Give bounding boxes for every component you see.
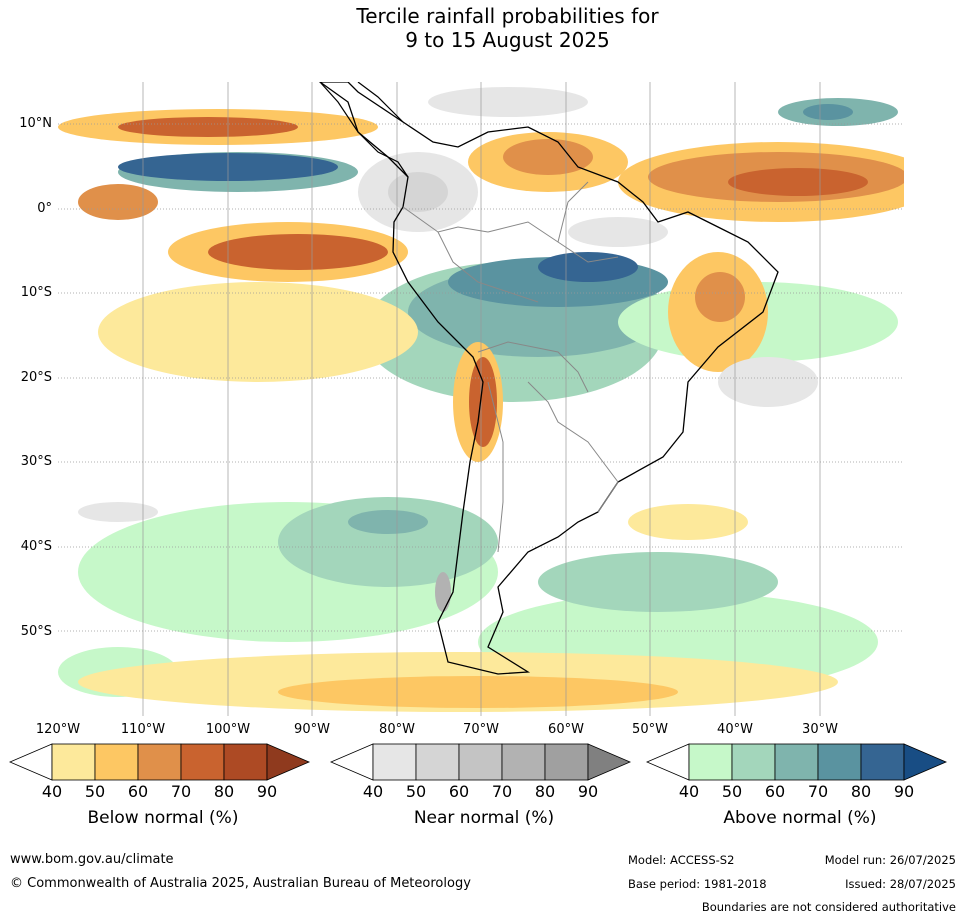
footer-copyright: © Commonwealth of Australia 2025, Austra…	[10, 876, 471, 891]
legend-below-swatch-5	[223, 743, 268, 781]
legend-below-tick: 60	[127, 782, 149, 801]
legend-below-tick: 50	[84, 782, 106, 801]
lat-label-10s: 10°S	[20, 285, 52, 300]
legend-near-tick: 80	[534, 782, 556, 801]
legend-near-swatch-1	[372, 743, 417, 781]
legend-near-swatch-4	[501, 743, 546, 781]
legend-near-arrow-left	[329, 743, 374, 781]
legend-above-swatch-5	[860, 743, 905, 781]
footer-model-run: Model run: 26/07/2025	[824, 853, 956, 867]
legend-above-tick: 60	[764, 782, 786, 801]
legend-below-swatch-3	[137, 743, 182, 781]
footer-base-period: Base period: 1981-2018	[628, 877, 767, 891]
legend-above-arrow-right	[903, 743, 948, 781]
legend-below-tick: 90	[256, 782, 278, 801]
south-america-coastline	[318, 82, 779, 675]
near-normal-areas	[78, 87, 818, 612]
lat-label-20s: 20°S	[20, 370, 52, 385]
legend-above-swatch-4	[817, 743, 862, 781]
legend-below-swatch-2	[94, 743, 139, 781]
legend-below-normal: 40 50 60 70 80 90 Below normal (%)	[8, 742, 318, 842]
legend-near-tick: 40	[362, 782, 384, 801]
legend-near-swatch-2	[415, 743, 460, 781]
legend-near-normal: 40 50 60 70 80 90 Near normal (%)	[329, 742, 639, 842]
legend-below-arrow-right	[266, 743, 311, 781]
legend-near-arrow-right	[587, 743, 632, 781]
legend-above-swatch-1	[688, 743, 733, 781]
legend-near-tick: 90	[577, 782, 599, 801]
lat-label-10n: 10°N	[19, 116, 52, 131]
legend-near-title: Near normal (%)	[413, 808, 555, 828]
map-title: Tercile rainfall probabilities for 9 to …	[0, 4, 965, 52]
legend-below-tick: 40	[41, 782, 63, 801]
legend-near-tick: 50	[405, 782, 427, 801]
legend-above-normal: 40 50 60 70 80 90 Above normal (%)	[645, 742, 955, 842]
central-america-coastline	[319, 82, 409, 178]
map-canvas	[58, 82, 904, 716]
legend-above-tick: 80	[850, 782, 872, 801]
lon-label-90w: 90°W	[294, 722, 330, 737]
country-borders	[402, 181, 619, 553]
legend-above-swatch-2	[731, 743, 776, 781]
lon-label-110w: 110°W	[120, 722, 166, 737]
legend-above-tick: 70	[807, 782, 829, 801]
lon-label-30w: 30°W	[802, 722, 838, 737]
legend-near-tick: 70	[491, 782, 513, 801]
legend-near-tick: 60	[448, 782, 470, 801]
lat-label-40s: 40°S	[20, 539, 52, 554]
lat-label-30s: 30°S	[20, 454, 52, 469]
lat-label-0: 0°	[37, 201, 52, 216]
lon-label-120w: 120°W	[35, 722, 81, 737]
lon-label-100w: 100°W	[205, 722, 251, 737]
legend-below-arrow-left	[8, 743, 53, 781]
footer-disclaimer: Boundaries are not considered authoritat…	[701, 900, 956, 914]
lon-label-40w: 40°W	[717, 722, 753, 737]
footer-website[interactable]: www.bom.gov.au/climate	[10, 852, 174, 867]
legend-near-swatch-5	[544, 743, 589, 781]
lon-label-70w: 70°W	[463, 722, 499, 737]
legend-above-tick: 50	[721, 782, 743, 801]
legend-below-title: Below normal (%)	[87, 808, 239, 828]
lon-label-50w: 50°W	[632, 722, 668, 737]
above-normal-areas	[58, 98, 898, 697]
legend-near-swatch-3	[458, 743, 503, 781]
below-normal-areas	[58, 109, 904, 712]
lon-label-60w: 60°W	[548, 722, 584, 737]
legend-above-tick: 40	[678, 782, 700, 801]
legend-above-arrow-left	[645, 743, 690, 781]
title-line-1: Tercile rainfall probabilities for	[356, 4, 659, 28]
title-line-2: 9 to 15 August 2025	[405, 28, 610, 52]
lat-label-50s: 50°S	[20, 624, 52, 639]
legend-above-tick: 90	[893, 782, 915, 801]
legend-below-swatch-4	[180, 743, 225, 781]
legend-below-swatch-1	[51, 743, 96, 781]
lon-label-80w: 80°W	[379, 722, 415, 737]
legend-above-swatch-3	[774, 743, 819, 781]
footer-model: Model: ACCESS-S2	[628, 853, 735, 867]
legend-below-tick: 80	[213, 782, 235, 801]
graticule	[58, 82, 904, 716]
forecast-map[interactable]	[58, 82, 904, 716]
legend-below-tick: 70	[170, 782, 192, 801]
footer-issued: Issued: 28/07/2025	[845, 877, 956, 891]
legend-above-title: Above normal (%)	[723, 808, 877, 828]
